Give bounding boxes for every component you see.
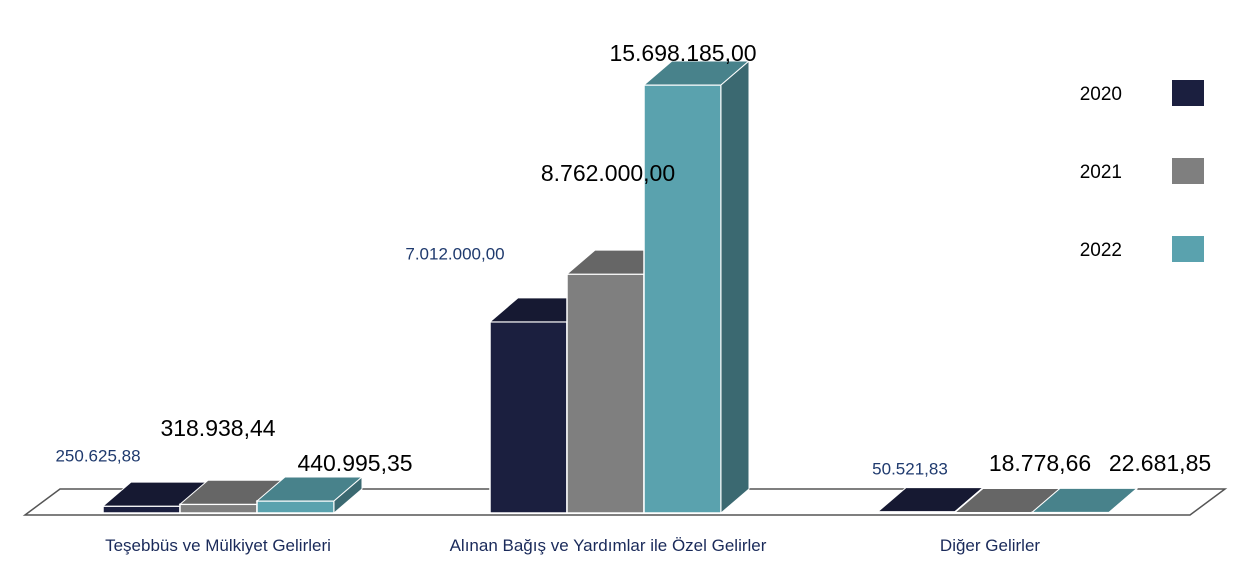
value-label: 22.681,85 <box>1109 450 1211 476</box>
category-label: Alınan Bağış ve Yardımlar ile Özel Gelir… <box>449 536 767 555</box>
bar-side <box>1108 487 1138 515</box>
value-label: 18.778,66 <box>989 450 1091 476</box>
legend-label: 2022 <box>1080 240 1122 261</box>
bar-front <box>102 505 181 514</box>
value-label: 15.698.185,00 <box>609 40 756 66</box>
value-label: 440.995,35 <box>297 450 412 476</box>
bar-front <box>489 321 568 514</box>
value-label: 7.012.000,00 <box>405 244 504 263</box>
category-label: Teşebbüs ve Mülkiyet Gelirleri <box>105 536 331 555</box>
bar-front <box>566 273 645 514</box>
legend-swatch <box>1172 236 1204 262</box>
value-label: 250.625,88 <box>55 446 140 465</box>
legend-label: 2021 <box>1080 162 1122 183</box>
category-label: Diğer Gelirler <box>939 536 1041 555</box>
bar-front <box>179 503 258 514</box>
bar-front <box>643 84 722 514</box>
bar-front <box>256 500 335 514</box>
legend-swatch <box>1172 158 1204 184</box>
value-label: 50.521,83 <box>872 459 948 478</box>
bar-side <box>720 59 750 515</box>
legend-swatch <box>1172 80 1204 106</box>
legend-label: 2020 <box>1080 84 1122 105</box>
bar-side <box>333 475 363 515</box>
value-label: 318.938,44 <box>160 415 275 441</box>
value-label: 8.762.000,00 <box>541 160 675 186</box>
